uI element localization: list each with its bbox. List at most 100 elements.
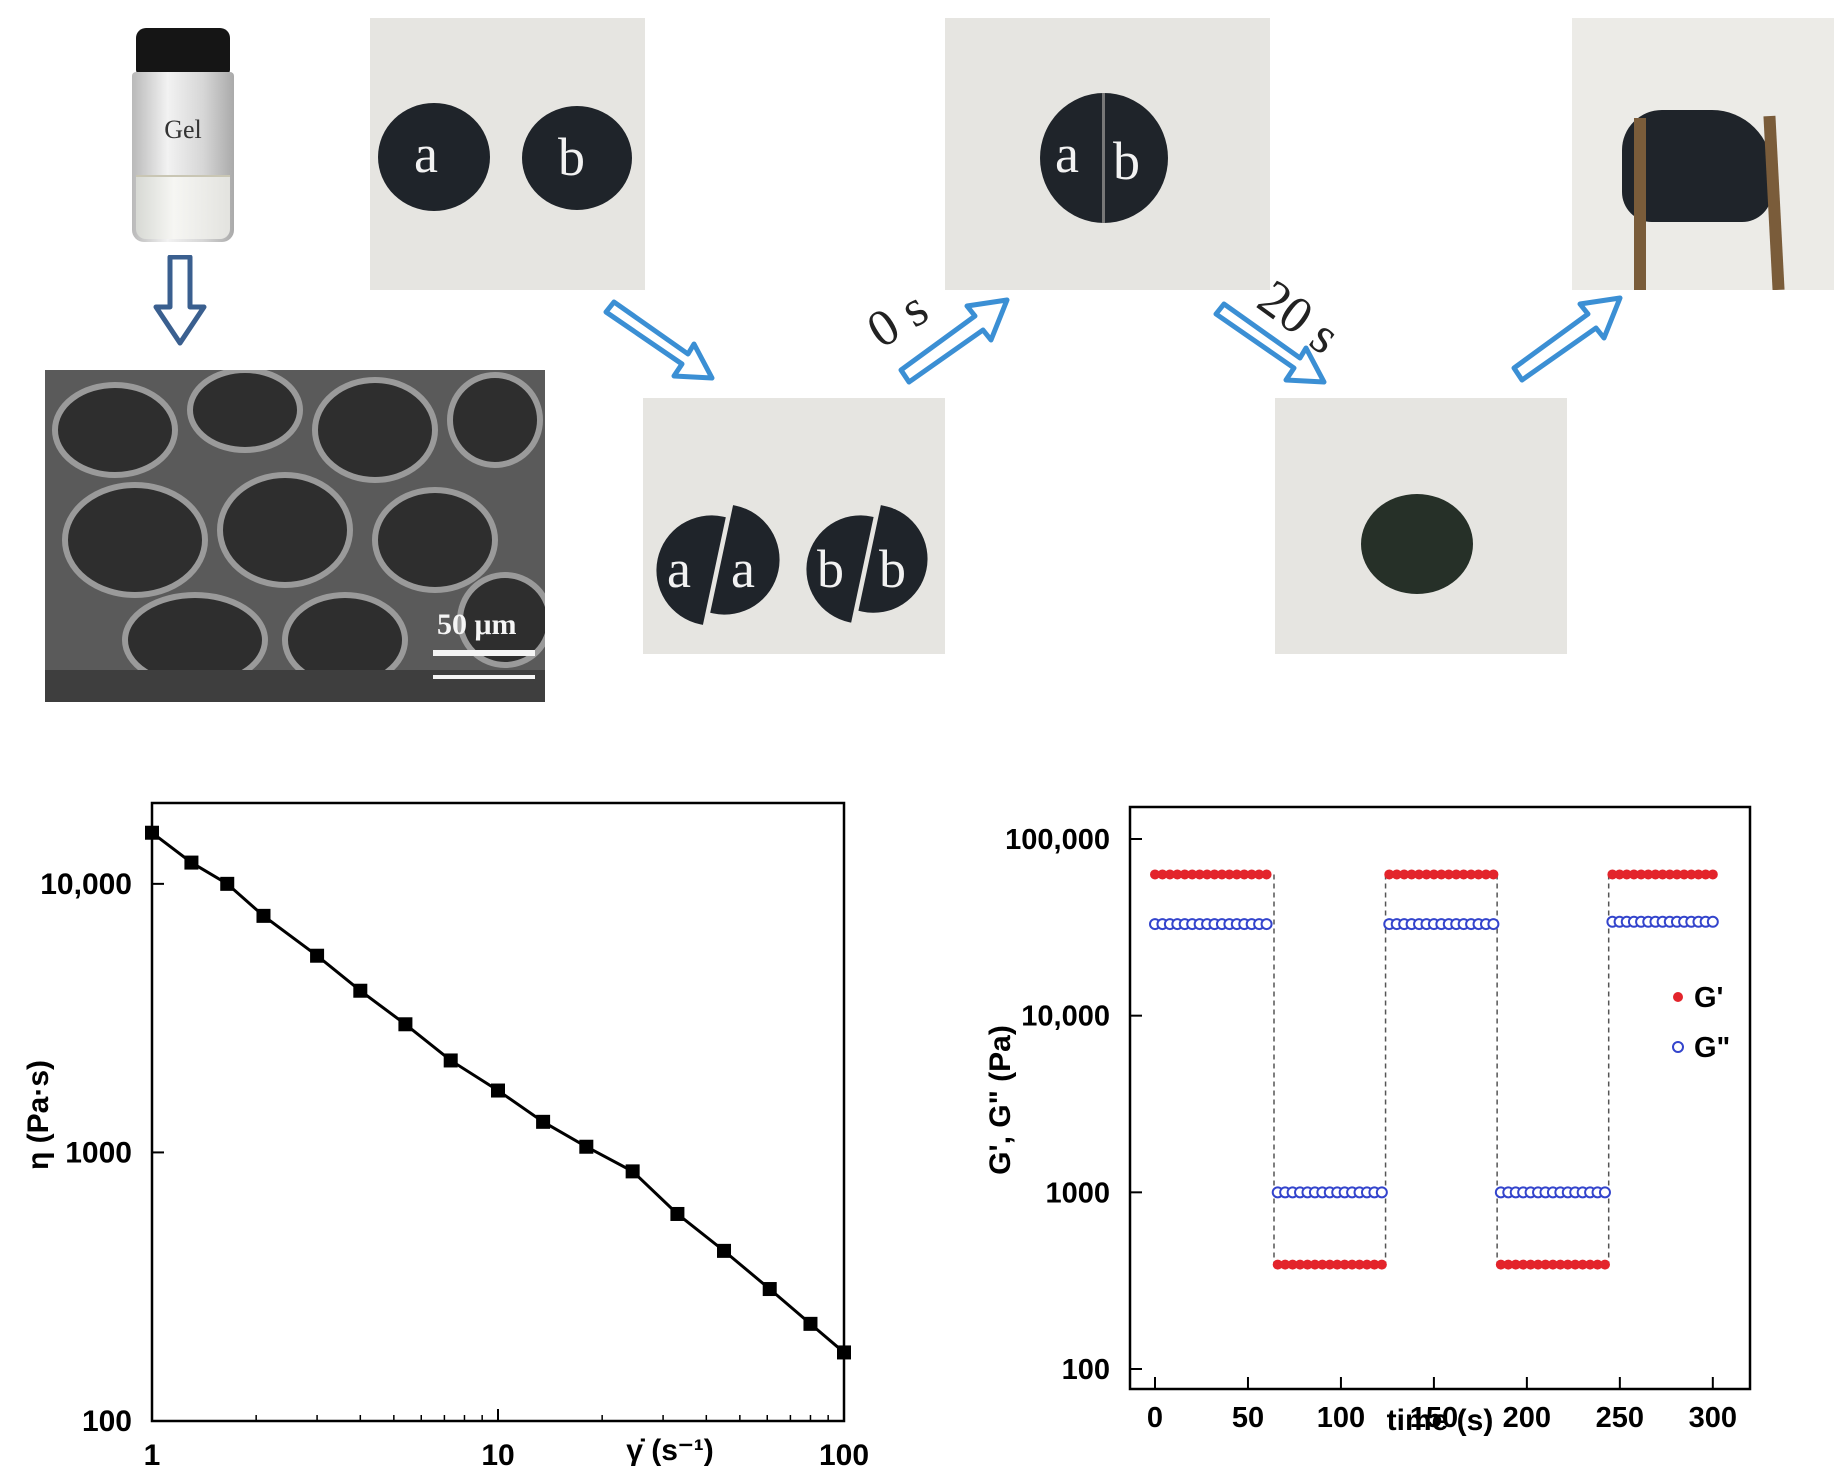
- g-prime-point: [1287, 1259, 1298, 1270]
- arrow-right-up-icon: [898, 297, 1010, 385]
- joined-label-a: a: [1055, 124, 1079, 184]
- vial-cap: [136, 28, 230, 74]
- g-double-prime-point: [1260, 918, 1273, 931]
- g-prime-point: [1577, 1259, 1588, 1270]
- sem-scale-label: 50 μm: [437, 608, 517, 641]
- moduli-y-tick-label: 10,000: [1021, 1001, 1110, 1033]
- g-prime-point: [1592, 1259, 1603, 1270]
- g-prime-point: [1585, 1259, 1596, 1270]
- g-prime-point: [1295, 1259, 1306, 1270]
- g-prime-point: [1503, 1259, 1514, 1270]
- g-prime-point: [1480, 869, 1491, 880]
- viscosity-data-point: [625, 1164, 640, 1179]
- g-prime-point: [1406, 869, 1417, 880]
- moduli-x-tick-label: 250: [1596, 1402, 1644, 1434]
- g-prime-point: [1239, 869, 1250, 880]
- moduli-chart: 0 50 100 150 200 250 300 100 1000 10,000 100,000 G…: [984, 805, 1752, 1437]
- viscosity-plot-frame: [150, 801, 846, 1423]
- arrow-right-down-icon: [603, 299, 715, 381]
- g-prime-point: [1414, 869, 1425, 880]
- g-prime-point: [1354, 1259, 1365, 1270]
- viscosity-data-point: [579, 1139, 594, 1154]
- cut-label-b2: b: [879, 539, 906, 599]
- disk-label-b: b: [558, 127, 585, 187]
- g-prime-point: [1272, 1259, 1283, 1270]
- g-prime-point: [1525, 1259, 1536, 1270]
- moduli-y-tick-label: 1000: [1045, 1177, 1110, 1209]
- viscosity-x-tick-label: 100: [819, 1439, 869, 1470]
- g-prime-point: [1231, 869, 1242, 880]
- viscosity-data-point: [353, 983, 368, 998]
- g-prime-point: [1421, 869, 1432, 880]
- moduli-x-tick-label: 50: [1232, 1402, 1264, 1434]
- g-prime-point: [1369, 1259, 1380, 1270]
- moduli-x-tick-label: 150: [1410, 1402, 1458, 1434]
- g-prime-point: [1187, 869, 1198, 880]
- g-prime-point: [1179, 869, 1190, 880]
- g-prime-point: [1707, 869, 1718, 880]
- viscosity-x-tick-label: 10: [481, 1439, 514, 1470]
- g-prime-point: [1555, 1259, 1566, 1270]
- tweezer-left: [1634, 118, 1646, 290]
- viscosity-data-point: [837, 1345, 851, 1360]
- g-prime-point: [1451, 869, 1462, 880]
- g-prime-point: [1488, 869, 1499, 880]
- g-prime-point: [1671, 869, 1682, 880]
- g-prime-point: [1643, 869, 1654, 880]
- g-prime-point: [1693, 869, 1704, 880]
- moduli-x-tick-label: 100: [1317, 1402, 1365, 1434]
- g-prime-point: [1376, 1259, 1387, 1270]
- g-prime-point: [1216, 869, 1227, 880]
- g-prime-point: [1533, 1259, 1544, 1270]
- sem-info-bar-line: [433, 675, 535, 679]
- photo-healed-disk: [1275, 398, 1567, 654]
- legend-label-g-prime: G': [1694, 982, 1723, 1014]
- g-prime-point: [1636, 869, 1647, 880]
- vial-gel-fill: [136, 175, 230, 239]
- disk-label-a: a: [414, 124, 438, 184]
- g-prime-point: [1224, 869, 1235, 880]
- viscosity-xlabel: γ̇ (s⁻¹): [626, 1434, 714, 1467]
- viscosity-data-point: [398, 1017, 413, 1032]
- g-prime-point: [1599, 1259, 1610, 1270]
- viscosity-data-point: [762, 1282, 777, 1297]
- legend-marker-g-prime: [1673, 992, 1683, 1002]
- moduli-y-tick-label: 100,000: [1005, 824, 1110, 856]
- g-prime-point: [1540, 1259, 1551, 1270]
- g-prime-point: [1261, 869, 1272, 880]
- g-prime-point: [1194, 869, 1205, 880]
- g-double-prime-point: [1598, 1186, 1611, 1199]
- moduli-plot-frame: [1128, 805, 1752, 1391]
- sem-texture: [45, 370, 545, 702]
- viscosity-x-tick-label: 1: [144, 1439, 161, 1470]
- g-double-prime-point: [1706, 915, 1719, 928]
- stretched-gel: [1622, 110, 1772, 222]
- joined-label-b: b: [1113, 131, 1140, 191]
- g-prime-point: [1436, 869, 1447, 880]
- viscosity-data-point: [536, 1114, 551, 1129]
- g-prime-point: [1339, 1259, 1350, 1270]
- g-prime-point: [1309, 1259, 1320, 1270]
- cut-label-a2: a: [731, 539, 755, 599]
- moduli-x-tick-label: 0: [1147, 1402, 1163, 1434]
- viscosity-data-point: [145, 825, 159, 840]
- moduli-ylabel: G', G" (Pa): [984, 1025, 1017, 1175]
- g-prime-point: [1518, 1259, 1529, 1270]
- legend-marker-g-double-prime: [1672, 1041, 1684, 1053]
- moduli-x-tick-label: 200: [1503, 1402, 1551, 1434]
- g-prime-point: [1391, 869, 1402, 880]
- g-prime-point: [1202, 869, 1213, 880]
- g-prime-point: [1614, 869, 1625, 880]
- g-prime-point: [1399, 869, 1410, 880]
- g-prime-point: [1324, 1259, 1335, 1270]
- vial-label: Gel: [164, 115, 202, 144]
- arrow-right-up-icon-2: [1511, 295, 1623, 383]
- healed-disk: [1361, 494, 1473, 594]
- g-prime-point: [1570, 1259, 1581, 1270]
- viscosity-y-tick-label: 100: [82, 1405, 132, 1438]
- viscosity-data-point: [443, 1053, 458, 1068]
- cut-label-a1: a: [667, 539, 691, 599]
- disk-b: [522, 106, 632, 210]
- g-prime-point: [1317, 1259, 1328, 1270]
- viscosity-data-point: [670, 1206, 685, 1221]
